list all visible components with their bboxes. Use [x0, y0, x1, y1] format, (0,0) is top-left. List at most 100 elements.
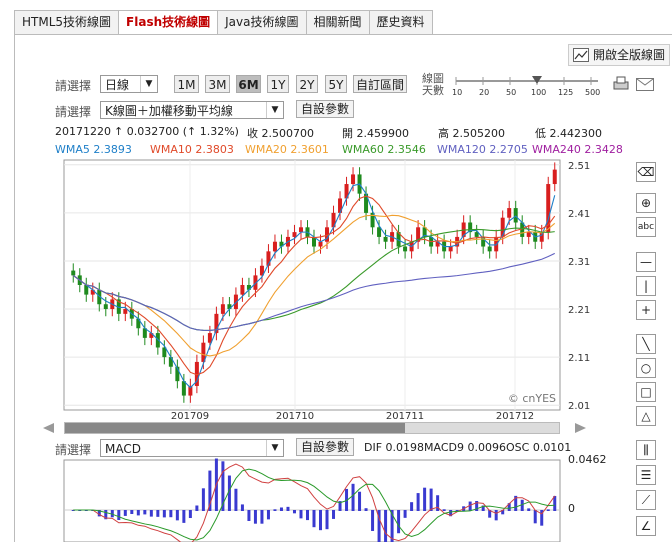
- ma-tick: 125: [558, 88, 574, 97]
- macd-ymax-label: 0.0462: [568, 453, 607, 466]
- candle-body: [279, 241, 284, 247]
- macd-bar: [410, 502, 414, 511]
- horizontal-line-icon[interactable]: —: [636, 252, 656, 272]
- chevron-down-icon: ▼: [266, 440, 283, 456]
- macd-bar: [527, 508, 531, 511]
- candle-body: [181, 381, 186, 396]
- candle-body: [474, 232, 479, 237]
- fan-lines-icon[interactable]: ⟋: [636, 490, 656, 510]
- ma-tick: 50: [506, 88, 517, 97]
- macd-bar: [208, 470, 212, 511]
- tab-flash-chart[interactable]: Flash技術線圖: [118, 10, 219, 35]
- period-2y-button[interactable]: 2Y: [296, 75, 318, 93]
- fibonacci-horizontal-icon[interactable]: ☰: [636, 465, 656, 485]
- y-tick-label: 2.01: [568, 401, 590, 412]
- text-tool-icon[interactable]: abc: [636, 217, 656, 237]
- trend-line-icon[interactable]: ╲: [636, 334, 656, 354]
- mail-icon[interactable]: [636, 78, 654, 91]
- tab-history[interactable]: 歷史資料: [368, 10, 433, 34]
- y-tick-label: 2.51: [568, 161, 590, 172]
- ma-line: [72, 214, 556, 357]
- angle-line-icon[interactable]: ∠: [636, 516, 656, 536]
- period-5y-button[interactable]: 5Y: [325, 75, 347, 93]
- quote-open: 開 2.459900: [342, 127, 409, 140]
- macd-bar: [188, 510, 192, 519]
- candle-body: [377, 227, 382, 237]
- slider-handle[interactable]: [532, 76, 542, 84]
- period-select[interactable]: 日線 ▼: [100, 75, 158, 93]
- macd-osc: OSC 0.0101: [506, 441, 572, 454]
- indicator-select[interactable]: MACD ▼: [100, 439, 284, 457]
- candle-body: [266, 251, 271, 266]
- macd-bar: [325, 510, 329, 530]
- eraser-icon[interactable]: ⌫: [636, 162, 656, 182]
- crosshair-icon[interactable]: +: [636, 300, 656, 320]
- candle-body: [338, 198, 343, 213]
- macd-bar: [390, 510, 394, 542]
- custom-params-button[interactable]: 自設參數: [296, 100, 355, 118]
- fibonacci-vertical-icon[interactable]: ⫼: [636, 440, 656, 460]
- tab-java-chart[interactable]: Java技術線圖: [217, 10, 307, 34]
- candle-body: [468, 222, 473, 233]
- macd-bar: [195, 505, 199, 511]
- candle-body: [552, 169, 557, 185]
- macd-bar: [169, 510, 173, 518]
- tab-divider: [14, 34, 672, 35]
- full-version-label: 開啟全版線圖: [593, 48, 666, 62]
- rectangle-icon[interactable]: □: [636, 382, 656, 402]
- macd-bar: [279, 507, 283, 511]
- period-1y-button[interactable]: 1Y: [267, 75, 289, 93]
- tab-html5-chart[interactable]: HTML5技術線圖: [14, 10, 120, 34]
- triangle-icon[interactable]: △: [636, 406, 656, 426]
- indicator-select-value: MACD: [105, 442, 141, 456]
- chart-type-select-label: 請選擇: [55, 105, 92, 119]
- zoom-in-icon[interactable]: ⊕: [636, 193, 656, 213]
- candle-body: [312, 236, 316, 247]
- watermark: © cnYES: [508, 392, 556, 405]
- macd-bar: [345, 488, 349, 511]
- macd-bar: [494, 510, 498, 521]
- macd-bar: [260, 510, 264, 524]
- macd-bar: [488, 510, 492, 518]
- chart-type-select[interactable]: K線圖＋加權移動平均線 ▼: [100, 101, 284, 119]
- quote-change: ↑ 0.032700 (↑ 1.32%): [114, 125, 239, 138]
- macd-zero-label: 0: [568, 502, 575, 515]
- ma-days-label: 線圖 天數: [422, 73, 444, 97]
- scroll-left-icon[interactable]: [40, 422, 58, 434]
- ellipse-icon[interactable]: ○: [636, 358, 656, 378]
- macd-params-button[interactable]: 自設參數: [296, 438, 355, 456]
- period-1m-button[interactable]: 1M: [174, 75, 199, 93]
- candle-body: [84, 285, 89, 295]
- period-6m-button[interactable]: 6M: [236, 75, 261, 93]
- plot-area: [63, 159, 561, 411]
- candle-body: [246, 285, 251, 290]
- vertical-line-icon[interactable]: |: [636, 276, 656, 296]
- full-version-button[interactable]: 開啟全版線圖: [568, 44, 671, 66]
- scroll-thumb[interactable]: [65, 423, 405, 433]
- period-select-label: 請選擇: [55, 79, 92, 93]
- print-icon[interactable]: [612, 76, 630, 92]
- wma120-label: WMA120 2.2705: [437, 143, 528, 156]
- macd-bar: [507, 503, 511, 511]
- chevron-down-icon: ▼: [140, 76, 157, 92]
- tab-news[interactable]: 相關新聞: [305, 10, 370, 34]
- time-scrollbar[interactable]: [64, 422, 560, 434]
- macd-bar: [546, 509, 550, 511]
- macd-bar: [253, 510, 257, 524]
- macd-bar: [319, 510, 323, 531]
- candle-body: [90, 289, 95, 295]
- scroll-right-icon[interactable]: [572, 422, 590, 434]
- macd-bar: [442, 509, 446, 511]
- period-3m-button[interactable]: 3M: [205, 75, 230, 93]
- wma10-label: WMA10 2.3803: [150, 143, 234, 156]
- ma-days-slider[interactable]: [452, 74, 602, 98]
- macd-bar: [247, 510, 251, 521]
- custom-range-button[interactable]: 自訂區間: [353, 75, 407, 93]
- macd-bar: [292, 510, 296, 514]
- macd-bar: [429, 488, 433, 511]
- candle-body: [383, 236, 388, 242]
- macd-bar: [384, 510, 388, 542]
- ma-line: [72, 252, 555, 332]
- candle-body: [162, 347, 167, 358]
